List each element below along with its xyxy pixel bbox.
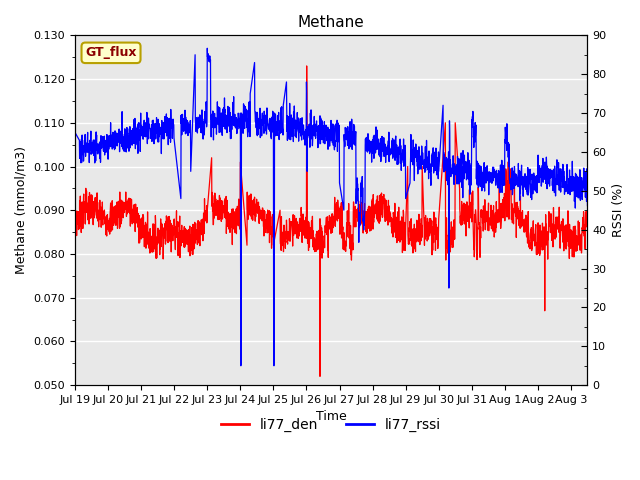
Legend: li77_den, li77_rssi: li77_den, li77_rssi <box>216 412 447 438</box>
Title: Methane: Methane <box>298 15 365 30</box>
Text: GT_flux: GT_flux <box>85 47 137 60</box>
Y-axis label: RSSI (%): RSSI (%) <box>612 183 625 237</box>
X-axis label: Time: Time <box>316 410 347 423</box>
Y-axis label: Methane (mmol/m3): Methane (mmol/m3) <box>15 146 28 274</box>
